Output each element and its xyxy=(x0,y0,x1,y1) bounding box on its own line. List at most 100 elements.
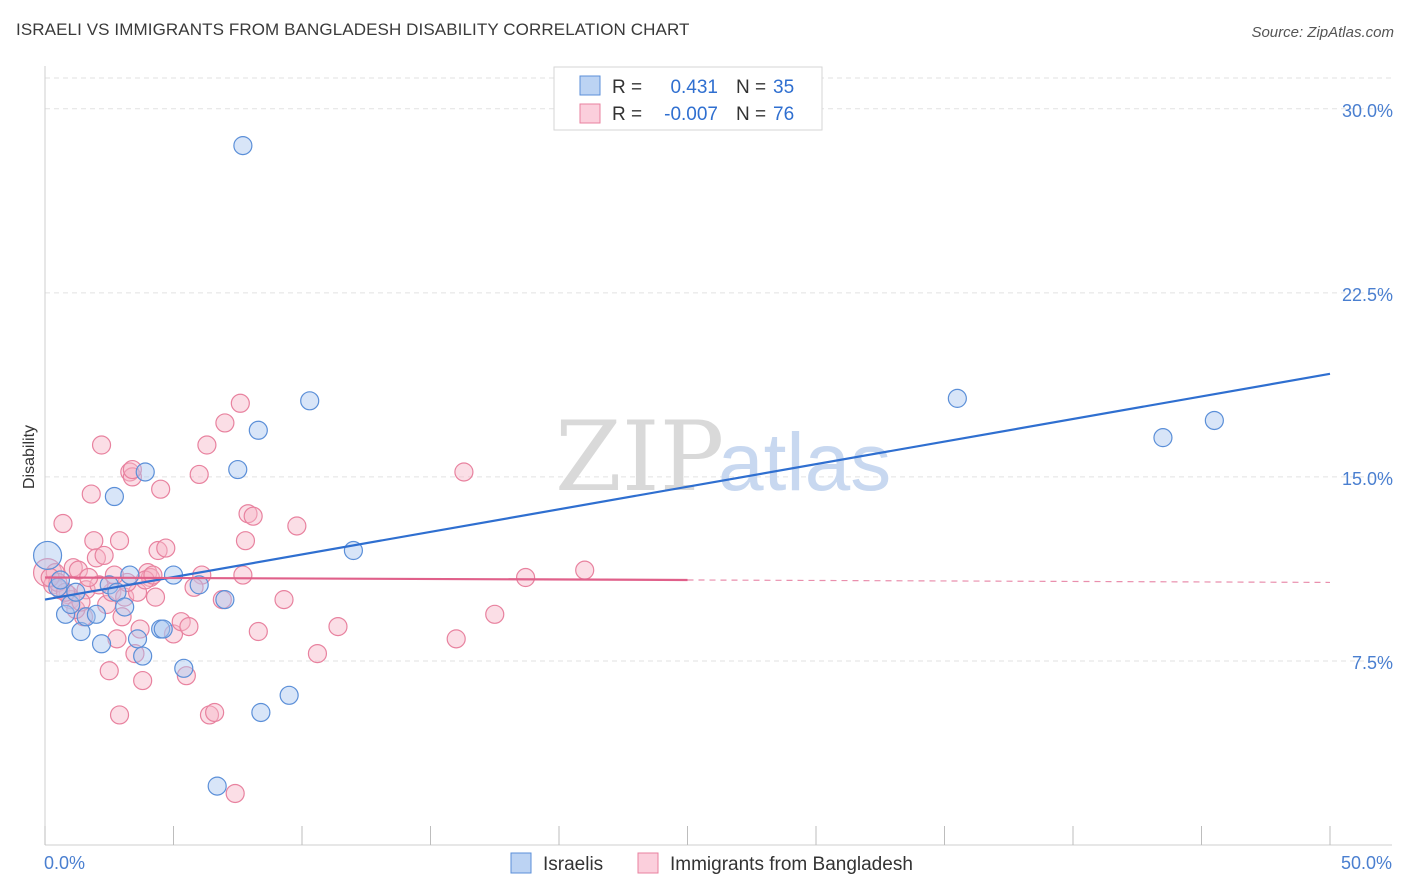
israelis-point xyxy=(120,565,140,585)
legend-r-value-1: 0.431 xyxy=(670,77,718,98)
bangladesh-point xyxy=(225,783,245,804)
series-israelis-points xyxy=(32,136,1224,796)
israelis-point xyxy=(104,486,124,507)
bangladesh-point xyxy=(307,643,328,664)
bangladesh-point xyxy=(176,666,196,686)
israelis-point xyxy=(228,459,248,480)
bangladesh-point xyxy=(328,616,348,637)
trend-line-dashed xyxy=(687,579,1331,584)
bangladesh-point xyxy=(151,479,171,499)
bangladesh-point xyxy=(274,590,294,610)
israelis-point xyxy=(233,136,253,156)
bangladesh-point xyxy=(235,531,256,551)
bangladesh-point xyxy=(197,435,217,455)
y-tick-label: 30.0% xyxy=(1342,101,1393,121)
israelis-point xyxy=(50,570,71,590)
bangladesh-point xyxy=(109,531,130,551)
y-axis-label: Disability xyxy=(21,425,38,489)
israelis-point xyxy=(174,658,194,678)
watermark-atlas: atlas xyxy=(718,417,891,508)
bangladesh-point xyxy=(243,506,263,526)
bangladesh-point xyxy=(238,504,258,524)
legend-n-label-1: N = xyxy=(736,77,766,98)
bottom-legend-israelis: Israelis xyxy=(543,854,603,875)
israelis-point xyxy=(32,540,63,571)
bangladesh-point xyxy=(233,565,253,585)
bangladesh-point xyxy=(125,643,145,664)
correlation-legend: R = 0.431 N = 35 R = -0.007 N = 76 xyxy=(553,66,823,131)
bangladesh-point xyxy=(68,560,89,580)
israelis-point xyxy=(189,575,209,595)
legend-swatch-bangladesh xyxy=(579,103,601,124)
bangladesh-point xyxy=(189,464,209,485)
y-tick-label: 7.5% xyxy=(1352,653,1393,673)
bangladesh-point xyxy=(199,705,220,725)
legend-r-label-1: R = xyxy=(612,77,642,98)
bottom-legend-bangladesh: Immigrants from Bangladesh xyxy=(670,854,913,875)
bangladesh-point xyxy=(53,513,73,534)
bangladesh-point xyxy=(148,540,168,561)
israelis-point xyxy=(135,462,155,482)
bangladesh-point xyxy=(156,538,176,558)
bangladesh-point xyxy=(215,413,235,433)
israelis-point xyxy=(71,621,91,642)
bangladesh-point xyxy=(86,548,107,568)
y-tick-label: 15.0% xyxy=(1342,469,1393,489)
israelis-point xyxy=(279,685,299,705)
israelis-point xyxy=(300,391,320,411)
series-bangladesh-points xyxy=(32,393,595,804)
israelis-point xyxy=(1204,410,1224,431)
israelis-point xyxy=(251,702,271,723)
israelis-point xyxy=(133,646,153,666)
legend-r-value-2: -0.007 xyxy=(664,104,718,125)
trend-line xyxy=(44,372,1331,601)
bangladesh-point xyxy=(163,624,184,644)
bangladesh-point xyxy=(109,705,130,725)
bangladesh-point xyxy=(94,545,114,566)
bangladesh-point xyxy=(120,462,140,482)
bangladesh-point xyxy=(248,621,268,642)
bangladesh-point xyxy=(515,567,536,588)
bangladesh-point xyxy=(446,629,466,649)
bangladesh-point xyxy=(485,604,505,624)
israelis-point xyxy=(248,420,268,440)
bangladesh-point xyxy=(230,393,250,413)
x-tick-label: 0.0% xyxy=(44,853,85,873)
watermark: ZIP atlas xyxy=(555,401,891,513)
bangladesh-point xyxy=(133,670,153,691)
trend-lines xyxy=(44,372,1331,601)
bangladesh-point xyxy=(179,616,199,637)
y-tick-label: 22.5% xyxy=(1342,285,1393,305)
israelis-point xyxy=(86,604,107,624)
trend-line-solid xyxy=(44,576,688,582)
bangladesh-point xyxy=(575,560,595,580)
chart-title: ISRAELI VS IMMIGRANTS FROM BANGLADESH DI… xyxy=(16,20,690,39)
source-credit: Source: ZipAtlas.com xyxy=(1251,24,1394,41)
x-tick-label: 50.0% xyxy=(1341,853,1392,873)
israelis-point xyxy=(55,604,76,624)
israelis-point xyxy=(215,590,235,610)
bangladesh-point xyxy=(145,587,166,607)
bangladesh-point xyxy=(81,484,101,504)
israelis-point xyxy=(153,619,173,639)
legend-r-label-2: R = xyxy=(612,104,642,125)
legend-n-value-1: 35 xyxy=(773,77,794,98)
bangladesh-point xyxy=(91,435,112,455)
axes: 7.5% 15.0% 22.5% 30.0% 0.0% 50.0% xyxy=(44,66,1393,873)
bangladesh-point xyxy=(205,702,225,723)
bangladesh-point xyxy=(454,462,474,482)
israelis-point xyxy=(91,634,112,654)
israelis-point xyxy=(207,776,227,796)
bangladesh-point xyxy=(122,467,142,487)
legend-swatch-israelis xyxy=(579,75,601,96)
bottom-legend-swatch-bangladesh xyxy=(637,852,659,874)
israelis-point xyxy=(947,388,967,408)
bangladesh-point xyxy=(99,661,119,681)
series-legend: Israelis Immigrants from Bangladesh xyxy=(510,852,913,875)
israelis-point xyxy=(1153,428,1173,448)
bangladesh-point xyxy=(107,629,127,649)
bottom-legend-swatch-israelis xyxy=(510,852,532,874)
legend-n-label-2: N = xyxy=(736,104,766,125)
israelis-point xyxy=(115,597,135,617)
